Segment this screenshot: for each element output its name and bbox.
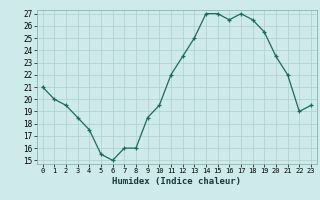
X-axis label: Humidex (Indice chaleur): Humidex (Indice chaleur) [112,177,241,186]
